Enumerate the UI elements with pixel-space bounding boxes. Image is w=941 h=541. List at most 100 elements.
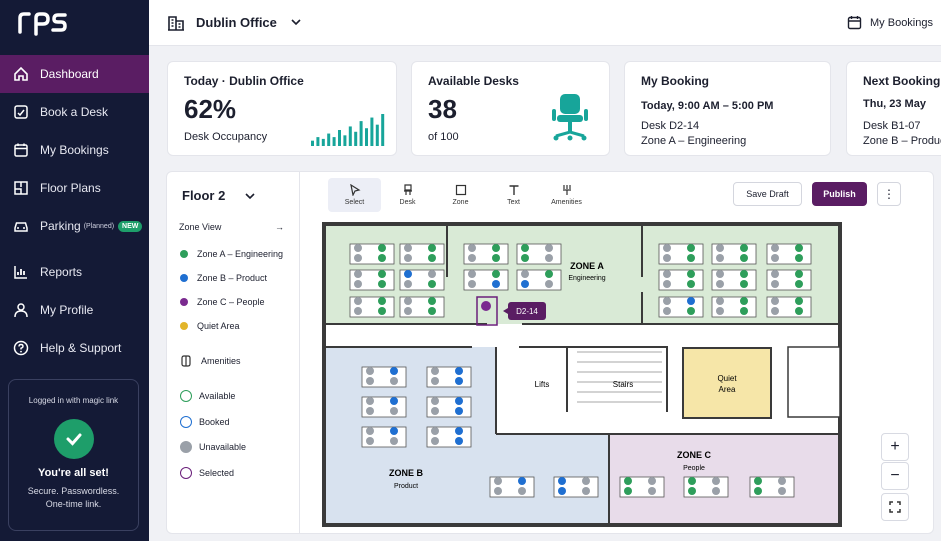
desk-seat[interactable] bbox=[521, 280, 529, 288]
desk-seat[interactable] bbox=[771, 244, 779, 252]
desk-seat[interactable] bbox=[354, 307, 362, 315]
desk-seat[interactable] bbox=[716, 307, 724, 315]
desk-seat[interactable] bbox=[687, 244, 695, 252]
desk-seat[interactable] bbox=[771, 307, 779, 315]
more-options-button[interactable]: ⋮ bbox=[877, 182, 901, 206]
sidebar-item-dashboard[interactable]: Dashboard bbox=[0, 55, 149, 93]
desk-seat[interactable] bbox=[390, 437, 398, 445]
desk-seat[interactable] bbox=[404, 307, 412, 315]
desk-seat[interactable] bbox=[521, 254, 529, 262]
desk-seat[interactable] bbox=[404, 244, 412, 252]
desk-seat[interactable] bbox=[624, 477, 632, 485]
desk-seat[interactable] bbox=[771, 280, 779, 288]
desk-seat[interactable] bbox=[455, 437, 463, 445]
sidebar-item-my-bookings[interactable]: My Bookings bbox=[0, 131, 149, 169]
desk-seat[interactable] bbox=[390, 407, 398, 415]
desk-seat[interactable] bbox=[354, 254, 362, 262]
desk-seat[interactable] bbox=[663, 280, 671, 288]
desk-seat[interactable] bbox=[518, 477, 526, 485]
desk-seat[interactable] bbox=[582, 487, 590, 495]
desk-seat[interactable] bbox=[492, 244, 500, 252]
desk-seat[interactable] bbox=[754, 487, 762, 495]
desk-seat[interactable] bbox=[431, 367, 439, 375]
publish-button[interactable]: Publish bbox=[812, 182, 867, 206]
my-booking-card[interactable]: My Booking Today, 9:00 AM – 5:00 PM Desk… bbox=[624, 61, 831, 156]
sidebar-item-my-profile[interactable]: My Profile bbox=[0, 291, 149, 329]
tool-amenities[interactable]: Amenities bbox=[540, 178, 593, 212]
desk-seat[interactable] bbox=[663, 254, 671, 262]
desk-seat[interactable] bbox=[740, 244, 748, 252]
desk-seat[interactable] bbox=[688, 487, 696, 495]
desk-seat[interactable] bbox=[545, 254, 553, 262]
desk-seat[interactable] bbox=[455, 407, 463, 415]
desk-seat[interactable] bbox=[558, 477, 566, 485]
desk-seat[interactable] bbox=[378, 254, 386, 262]
desk-seat[interactable] bbox=[468, 270, 476, 278]
desk-seat[interactable] bbox=[366, 397, 374, 405]
desk-seat[interactable] bbox=[663, 307, 671, 315]
desk-seat[interactable] bbox=[663, 297, 671, 305]
desk-seat[interactable] bbox=[712, 487, 720, 495]
desk-seat[interactable] bbox=[795, 280, 803, 288]
tool-zone[interactable]: Zone bbox=[434, 178, 487, 212]
desk-seat[interactable] bbox=[390, 427, 398, 435]
desk-seat[interactable] bbox=[771, 270, 779, 278]
desk-seat[interactable] bbox=[778, 487, 786, 495]
desk-seat[interactable] bbox=[521, 270, 529, 278]
desk-seat[interactable] bbox=[795, 297, 803, 305]
desk-seat[interactable] bbox=[455, 397, 463, 405]
desk-seat[interactable] bbox=[366, 437, 374, 445]
desk-seat[interactable] bbox=[740, 280, 748, 288]
desk-seat[interactable] bbox=[354, 244, 362, 252]
zoom-in-button[interactable]: + bbox=[881, 433, 909, 461]
desk-seat[interactable] bbox=[366, 367, 374, 375]
desk-seat[interactable] bbox=[378, 307, 386, 315]
desk-seat[interactable] bbox=[663, 244, 671, 252]
desk-seat[interactable] bbox=[795, 254, 803, 262]
desk-seat[interactable] bbox=[740, 254, 748, 262]
desk-seat[interactable] bbox=[404, 280, 412, 288]
desk-seat[interactable] bbox=[521, 244, 529, 252]
desk-seat[interactable] bbox=[754, 477, 762, 485]
desk-seat[interactable] bbox=[771, 254, 779, 262]
desk-seat[interactable] bbox=[688, 477, 696, 485]
desk-seat[interactable] bbox=[431, 427, 439, 435]
desk-seat[interactable] bbox=[687, 270, 695, 278]
quiet-area[interactable] bbox=[683, 348, 771, 418]
sidebar-item-help[interactable]: Help & Support bbox=[0, 329, 149, 367]
desk-seat[interactable] bbox=[428, 280, 436, 288]
desk-seat[interactable] bbox=[390, 367, 398, 375]
desk-seat[interactable] bbox=[716, 270, 724, 278]
desk-seat[interactable] bbox=[354, 297, 362, 305]
desk-seat[interactable] bbox=[740, 297, 748, 305]
desk-seat[interactable] bbox=[468, 280, 476, 288]
desk-seat[interactable] bbox=[624, 487, 632, 495]
desk-seat[interactable] bbox=[716, 280, 724, 288]
desk-seat[interactable] bbox=[648, 477, 656, 485]
desk-seat[interactable] bbox=[431, 407, 439, 415]
fullscreen-button[interactable] bbox=[881, 493, 909, 521]
desk-seat[interactable] bbox=[378, 270, 386, 278]
desk-seat[interactable] bbox=[795, 270, 803, 278]
desk-seat[interactable] bbox=[366, 407, 374, 415]
floor-selector[interactable]: Floor 2 bbox=[182, 188, 255, 203]
desk-seat[interactable] bbox=[740, 270, 748, 278]
desk-seat[interactable] bbox=[431, 437, 439, 445]
desk-seat[interactable] bbox=[428, 270, 436, 278]
save-draft-button[interactable]: Save Draft bbox=[733, 182, 802, 206]
desk-seat[interactable] bbox=[494, 477, 502, 485]
desk-seat[interactable] bbox=[492, 254, 500, 262]
desk-seat[interactable] bbox=[494, 487, 502, 495]
desk-seat[interactable] bbox=[378, 244, 386, 252]
desk-seat[interactable] bbox=[687, 297, 695, 305]
zoom-out-button[interactable]: − bbox=[881, 462, 909, 490]
desk-seat[interactable] bbox=[366, 427, 374, 435]
sidebar-item-floor-plans[interactable]: Floor Plans bbox=[0, 169, 149, 207]
desk-seat[interactable] bbox=[404, 270, 412, 278]
desk-seat[interactable] bbox=[545, 244, 553, 252]
desk-seat[interactable] bbox=[716, 244, 724, 252]
desk-seat[interactable] bbox=[468, 254, 476, 262]
desk-seat[interactable] bbox=[648, 487, 656, 495]
desk-seat[interactable] bbox=[795, 307, 803, 315]
desk-seat[interactable] bbox=[771, 297, 779, 305]
